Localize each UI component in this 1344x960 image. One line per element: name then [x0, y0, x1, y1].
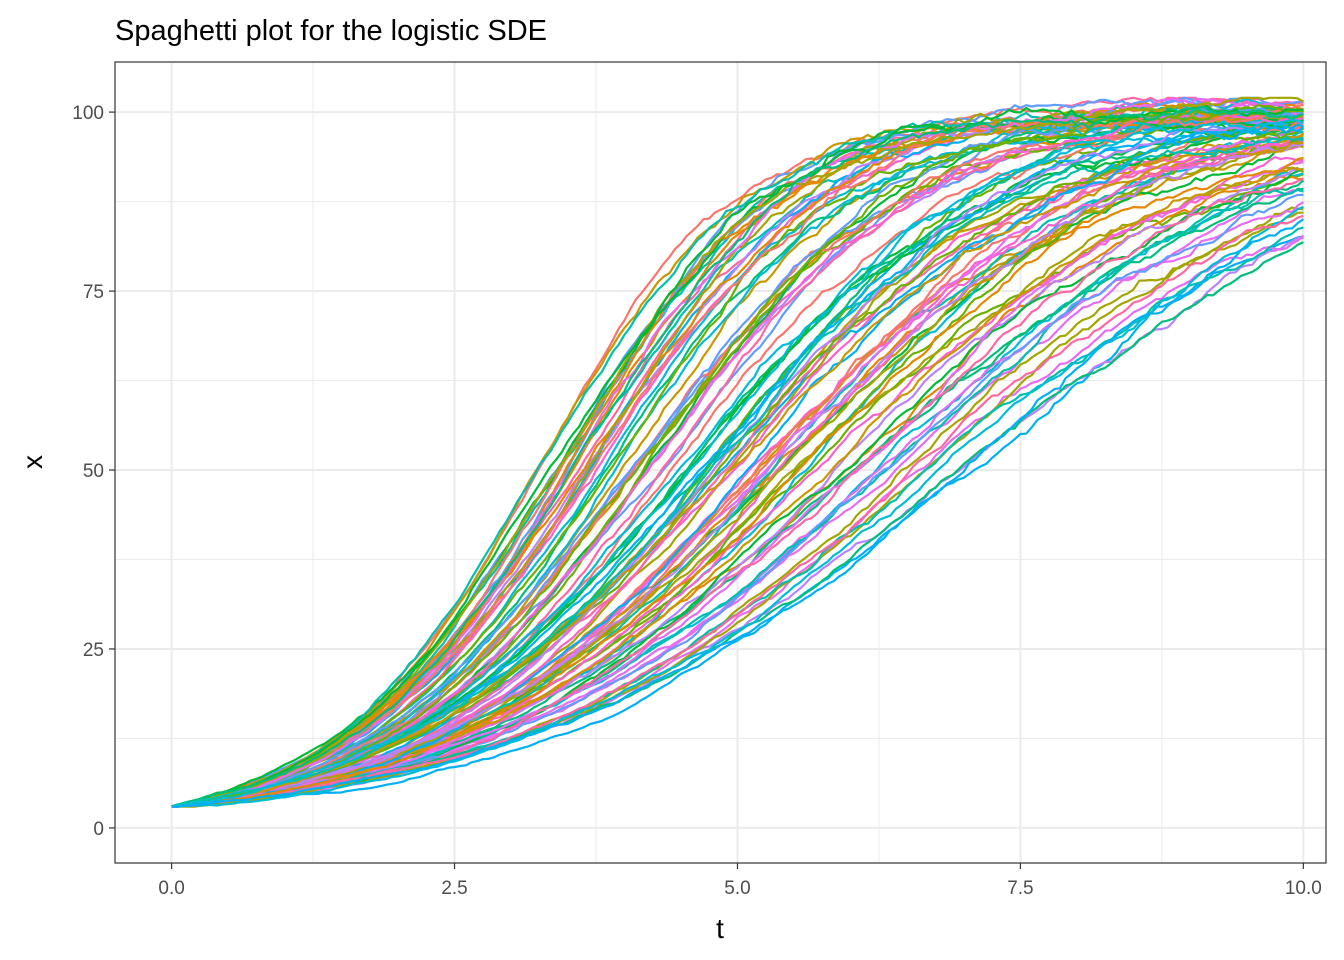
- series-path: [171, 96, 1304, 808]
- y-tick-label: 50: [83, 461, 104, 482]
- x-axis: 0.0 2.5 5.0 7.5 10.0: [158, 863, 1322, 899]
- x-tick-label: 0.0: [158, 878, 184, 899]
- y-tick-label: 25: [83, 640, 104, 661]
- y-tick-label: 0: [93, 819, 104, 840]
- series-path: [171, 103, 1304, 808]
- series-path: [171, 105, 1304, 808]
- series-path: [171, 106, 1304, 808]
- series-path: [171, 137, 1304, 808]
- series-path: [171, 156, 1304, 808]
- series-path: [171, 235, 1304, 808]
- series-path: [171, 205, 1304, 808]
- x-tick-label: 7.5: [1007, 878, 1033, 899]
- series-path: [171, 118, 1304, 808]
- chart-title: Spaghetti plot for the logistic SDE: [115, 15, 547, 47]
- series-path: [171, 119, 1304, 808]
- plot-panel-border: [114, 61, 1327, 864]
- series-path: [171, 136, 1304, 808]
- series-path: [171, 105, 1304, 808]
- series-path: [171, 97, 1304, 808]
- y-tick-label: 100: [72, 103, 104, 124]
- x-axis-title: t: [716, 913, 724, 944]
- series-paths: [171, 96, 1305, 808]
- x-tick-label: 10.0: [1285, 878, 1322, 899]
- series-path: [171, 97, 1304, 808]
- series-path: [171, 114, 1304, 808]
- series-path: [171, 123, 1304, 808]
- y-axis: 0 25 50 75 100: [72, 103, 115, 840]
- series-path: [171, 142, 1304, 808]
- series-path: [171, 218, 1305, 808]
- y-axis-title: x: [17, 455, 48, 469]
- x-tick-label: 5.0: [724, 878, 750, 899]
- series-path: [171, 115, 1304, 808]
- series-path: [171, 125, 1305, 808]
- y-tick-label: 75: [83, 282, 104, 303]
- x-tick-label: 2.5: [441, 878, 467, 899]
